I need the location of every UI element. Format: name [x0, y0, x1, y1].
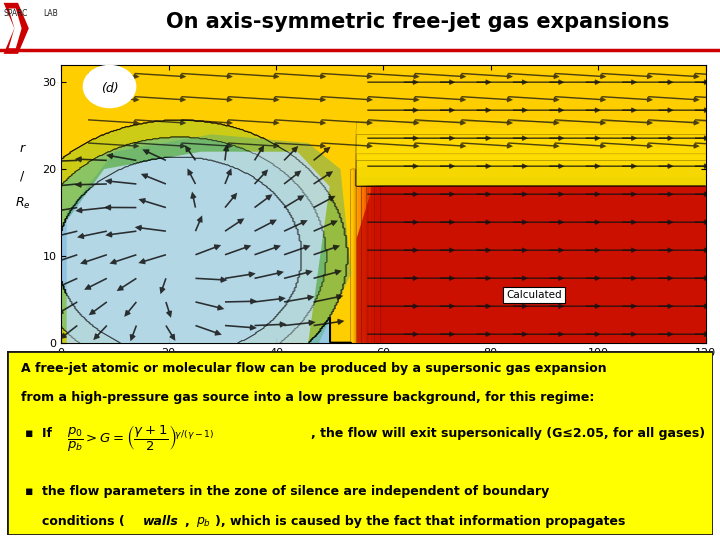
- Text: SPARC: SPARC: [4, 9, 28, 17]
- Polygon shape: [383, 186, 706, 343]
- Text: $\dfrac{p_0}{p_b} > G = \left(\dfrac{\gamma+1}{2}\right)^{\!\gamma/(\gamma-1)}$: $\dfrac{p_0}{p_b} > G = \left(\dfrac{\ga…: [67, 424, 215, 454]
- Text: A free-jet atomic or molecular flow can be produced by a supersonic gas expansio: A free-jet atomic or molecular flow can …: [22, 362, 607, 375]
- Text: walls: walls: [143, 515, 179, 528]
- Text: $\mathbf{\it{p}_b}$: $\mathbf{\it{p}_b}$: [197, 515, 212, 529]
- Polygon shape: [9, 9, 22, 48]
- Text: , the flow will exit supersonically (G≤2.05, for all gases): , the flow will exit supersonically (G≤2…: [310, 427, 705, 440]
- Text: ▪: ▪: [24, 427, 33, 440]
- FancyBboxPatch shape: [7, 351, 713, 535]
- X-axis label: z/Re: z/Re: [370, 359, 397, 372]
- Ellipse shape: [83, 65, 136, 108]
- Text: Nozzle: Nozzle: [61, 379, 96, 389]
- Text: (d): (d): [101, 82, 118, 94]
- Text: LAB: LAB: [43, 9, 58, 17]
- Text: from a high-pressure gas source into a low pressure background, for this regime:: from a high-pressure gas source into a l…: [22, 392, 595, 404]
- Text: If: If: [42, 427, 57, 440]
- Text: ,: ,: [185, 515, 194, 528]
- Polygon shape: [66, 152, 330, 343]
- Polygon shape: [356, 186, 706, 343]
- Text: conditions (: conditions (: [42, 515, 125, 528]
- Text: ), which is caused by the fact that information propagates: ), which is caused by the fact that info…: [215, 515, 626, 528]
- Text: On axis-symmetric free-jet gas expansions: On axis-symmetric free-jet gas expansion…: [166, 11, 670, 31]
- Text: the flow parameters in the zone of silence are independent of boundary: the flow parameters in the zone of silen…: [42, 485, 550, 498]
- Polygon shape: [4, 3, 29, 54]
- Text: $/$: $/$: [19, 169, 26, 183]
- Text: $R_e$: $R_e$: [14, 197, 30, 211]
- Text: $r$: $r$: [19, 141, 27, 155]
- Polygon shape: [66, 134, 351, 343]
- Text: ▪: ▪: [24, 485, 33, 498]
- Text: Calculated: Calculated: [506, 290, 562, 300]
